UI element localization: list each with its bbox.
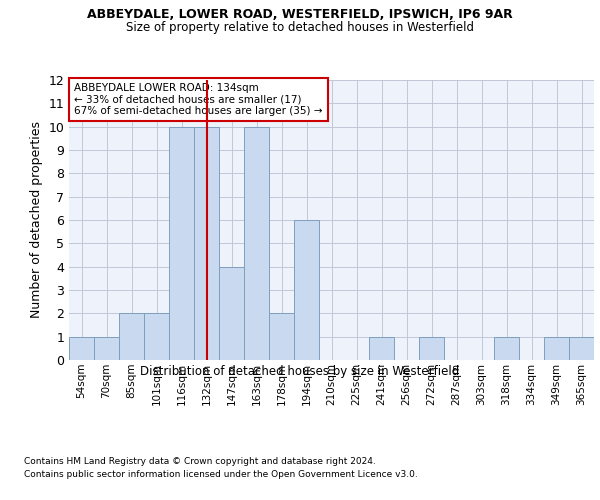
Bar: [544, 336, 569, 360]
Bar: [119, 314, 144, 360]
Text: Distribution of detached houses by size in Westerfield: Distribution of detached houses by size …: [140, 365, 460, 378]
Bar: [569, 336, 594, 360]
Bar: [494, 336, 519, 360]
Bar: [94, 336, 119, 360]
Bar: [269, 314, 294, 360]
Bar: [219, 266, 244, 360]
Bar: [419, 336, 444, 360]
Bar: [194, 126, 219, 360]
Bar: [294, 220, 319, 360]
Bar: [169, 126, 194, 360]
Bar: [144, 314, 169, 360]
Text: Contains public sector information licensed under the Open Government Licence v3: Contains public sector information licen…: [24, 470, 418, 479]
Bar: [369, 336, 394, 360]
Bar: [69, 336, 94, 360]
Text: Contains HM Land Registry data © Crown copyright and database right 2024.: Contains HM Land Registry data © Crown c…: [24, 458, 376, 466]
Text: ABBEYDALE, LOWER ROAD, WESTERFIELD, IPSWICH, IP6 9AR: ABBEYDALE, LOWER ROAD, WESTERFIELD, IPSW…: [87, 8, 513, 20]
Bar: [244, 126, 269, 360]
Text: Size of property relative to detached houses in Westerfield: Size of property relative to detached ho…: [126, 21, 474, 34]
Y-axis label: Number of detached properties: Number of detached properties: [30, 122, 43, 318]
Text: ABBEYDALE LOWER ROAD: 134sqm
← 33% of detached houses are smaller (17)
67% of se: ABBEYDALE LOWER ROAD: 134sqm ← 33% of de…: [74, 83, 323, 116]
